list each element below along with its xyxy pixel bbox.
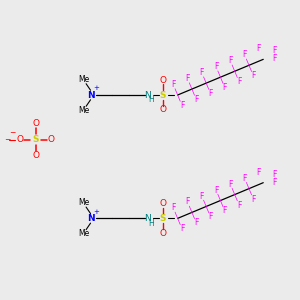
Text: O: O: [32, 151, 39, 160]
Text: Me: Me: [78, 75, 90, 84]
Text: F: F: [214, 62, 218, 71]
Text: H: H: [148, 219, 154, 228]
Text: S: S: [160, 214, 166, 223]
Text: F: F: [171, 203, 175, 212]
Text: +: +: [93, 85, 99, 91]
Text: O: O: [159, 199, 166, 208]
Text: F: F: [272, 46, 277, 56]
Text: N: N: [144, 214, 151, 223]
Text: F: F: [251, 71, 256, 80]
Text: F: F: [257, 168, 261, 177]
Text: F: F: [208, 212, 213, 221]
Text: −: −: [4, 135, 11, 144]
Text: −: −: [9, 128, 16, 137]
Text: O: O: [32, 119, 39, 128]
Text: F: F: [223, 206, 227, 215]
Text: Me: Me: [78, 229, 90, 238]
Text: F: F: [194, 218, 198, 227]
Text: N: N: [144, 91, 151, 100]
Text: O: O: [159, 105, 166, 114]
Text: F: F: [180, 101, 184, 110]
Text: F: F: [200, 191, 204, 200]
Text: S: S: [160, 91, 166, 100]
Text: F: F: [237, 200, 241, 209]
Text: N: N: [87, 91, 94, 100]
Text: F: F: [194, 95, 198, 104]
Text: F: F: [272, 54, 277, 63]
Text: F: F: [237, 77, 241, 86]
Text: F: F: [180, 224, 184, 233]
Text: S: S: [32, 135, 39, 144]
Text: F: F: [228, 180, 233, 189]
Text: F: F: [251, 195, 256, 204]
Text: O: O: [159, 229, 166, 238]
Text: Me: Me: [78, 106, 90, 115]
Text: F: F: [200, 68, 204, 77]
Text: F: F: [242, 174, 247, 183]
Text: O: O: [16, 135, 23, 144]
Text: F: F: [228, 56, 233, 65]
Text: +: +: [93, 209, 99, 215]
Text: F: F: [185, 74, 190, 83]
Text: H: H: [148, 95, 154, 104]
Text: F: F: [272, 178, 277, 187]
Text: F: F: [185, 197, 190, 206]
Text: O: O: [48, 135, 55, 144]
Text: Me: Me: [78, 198, 90, 207]
Text: F: F: [242, 50, 247, 59]
Text: O: O: [159, 76, 166, 85]
Text: F: F: [208, 89, 213, 98]
Text: F: F: [171, 80, 175, 89]
Text: F: F: [272, 170, 277, 179]
Text: F: F: [257, 44, 261, 53]
Text: F: F: [223, 83, 227, 92]
Text: F: F: [214, 186, 218, 195]
Text: N: N: [87, 214, 94, 223]
